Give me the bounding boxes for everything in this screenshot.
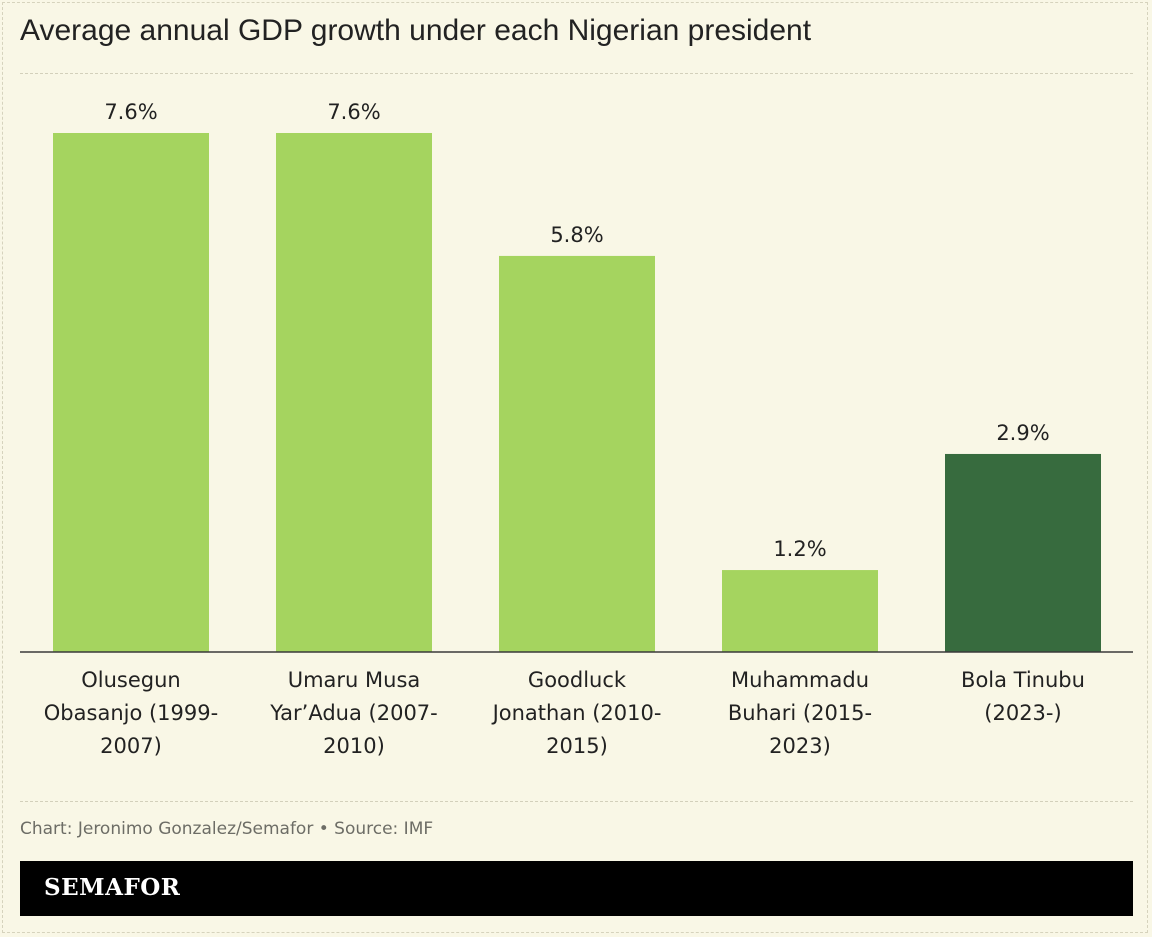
category-label: Bola Tinubu (2023-) [961,668,1085,725]
category-label-line: Obasanjo (1999- [44,701,218,725]
category-label-line: Jonathan (2010- [491,701,662,725]
footer-separator [20,801,1133,802]
bar [499,255,655,652]
category-label: Goodluck Jonathan (2010- 2015) [491,668,662,758]
category-label-line: Olusegun [81,668,180,692]
title-separator [20,73,1133,74]
bar-value-label: 7.6% [327,100,380,124]
bar-value-label: 5.8% [550,223,603,247]
category-label-line: Umaru Musa [288,668,421,692]
bar-chart: 7.6% Olusegun Obasanjo (1999- 2007) 7.6% Umar… [20,100,1133,758]
category-label: Muhammadu Buhari (2015- 2023) [728,668,872,758]
category-label: Olusegun Obasanjo (1999- 2007) [44,668,218,758]
category-label-line: 2007) [100,734,162,758]
chart-credit: Chart: Jeronimo Gonzalez/Semafor • Sourc… [20,819,434,839]
bar-value-label: 7.6% [104,100,157,124]
semafor-logo: SEMAFOR [44,874,181,901]
category-label-line: (2023-) [984,701,1061,725]
bar [722,570,878,652]
chart-title: Average annual GDP growth under each Nig… [20,14,812,47]
category-label-line: Muhammadu [731,668,869,692]
category-label-line: 2010) [323,734,385,758]
bar [276,133,432,652]
category-label-line: Buhari (2015- [728,701,872,725]
bar-value-label: 1.2% [773,537,826,561]
category-label-line: Yar’Adua (2007- [269,701,438,725]
brand-bar: SEMAFOR [20,861,1133,916]
category-label: Umaru Musa Yar’Adua (2007- 2010) [269,668,438,758]
category-label-line: 2015) [546,734,608,758]
category-label-line: 2023) [769,734,831,758]
category-label-line: Bola Tinubu [961,668,1085,692]
bar [53,133,209,652]
category-label-line: Goodluck [528,668,627,692]
bar [945,453,1101,652]
bar-value-label: 2.9% [996,421,1049,445]
